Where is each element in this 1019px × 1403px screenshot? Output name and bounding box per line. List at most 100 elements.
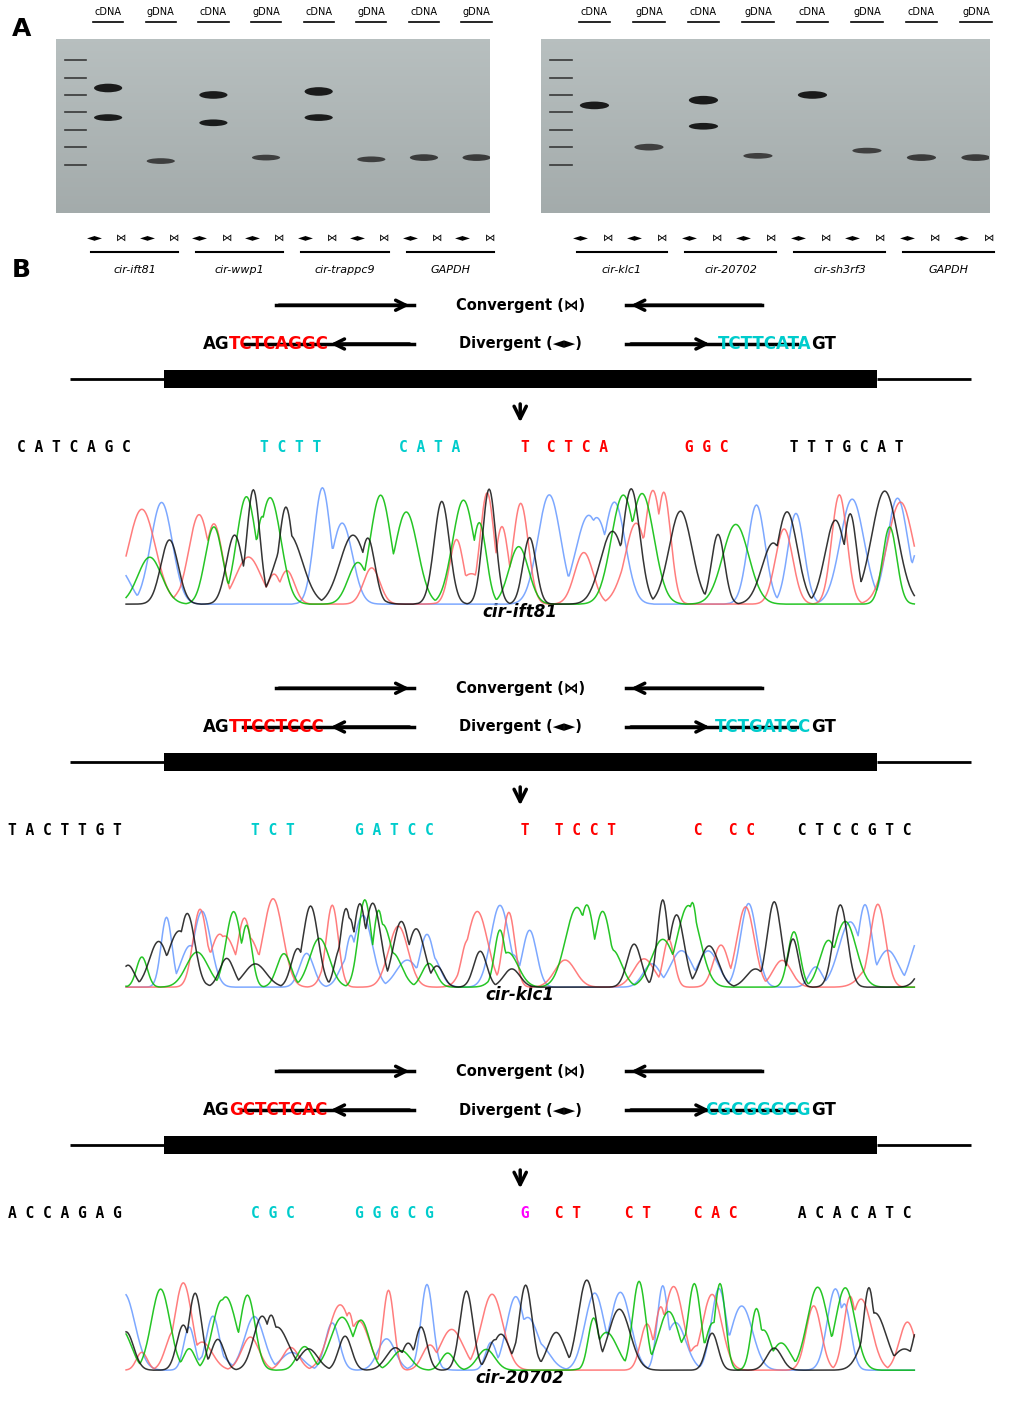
Text: TTCCTCCC: TTCCTCCC [229, 718, 325, 737]
Text: T: T [520, 439, 529, 455]
Text: C T: C T [615, 1205, 650, 1221]
Text: GAPDH: GAPDH [430, 265, 470, 275]
Text: T C T: T C T [251, 822, 304, 838]
Text: ◄►: ◄► [350, 233, 366, 243]
Ellipse shape [688, 123, 717, 129]
Ellipse shape [580, 101, 608, 109]
Text: cDNA: cDNA [305, 7, 332, 17]
Text: AG: AG [203, 718, 229, 737]
Text: Convergent (⋈): Convergent (⋈) [455, 297, 584, 313]
Text: ⋈: ⋈ [929, 233, 940, 243]
Text: ◄►: ◄► [736, 233, 752, 243]
Text: cDNA: cDNA [200, 7, 226, 17]
Ellipse shape [797, 91, 826, 98]
Text: ⋈: ⋈ [874, 233, 884, 243]
Text: GT: GT [810, 718, 836, 737]
Text: A C C A G A G: A C C A G A G [8, 1205, 130, 1221]
Text: cir-wwp1: cir-wwp1 [215, 265, 264, 275]
Text: gDNA: gDNA [463, 7, 490, 17]
Text: AG: AG [203, 335, 229, 354]
Text: ◄►: ◄► [573, 233, 588, 243]
Text: GCTCTCAC: GCTCTCAC [229, 1101, 327, 1120]
Text: cDNA: cDNA [581, 7, 607, 17]
Text: ⋈: ⋈ [273, 233, 284, 243]
Ellipse shape [743, 153, 771, 159]
Ellipse shape [305, 87, 332, 95]
Text: ⋈: ⋈ [379, 233, 389, 243]
Text: ◄►: ◄► [627, 233, 643, 243]
Text: cir-trappc9: cir-trappc9 [315, 265, 375, 275]
Ellipse shape [634, 143, 663, 150]
Text: cDNA: cDNA [689, 7, 716, 17]
Text: C: C [685, 822, 702, 838]
Ellipse shape [410, 154, 437, 161]
Text: ◄►: ◄► [245, 233, 261, 243]
Ellipse shape [357, 157, 385, 163]
Text: GAPDH: GAPDH [927, 265, 968, 275]
Text: gDNA: gDNA [635, 7, 662, 17]
Ellipse shape [961, 154, 989, 161]
Text: T T T G C A T: T T T G C A T [780, 439, 902, 455]
Text: C T: C T [546, 1205, 581, 1221]
Ellipse shape [94, 84, 122, 93]
Ellipse shape [688, 95, 717, 104]
Text: C T C C G T C: C T C C G T C [789, 822, 911, 838]
Text: ⋈: ⋈ [983, 233, 994, 243]
Text: gDNA: gDNA [743, 7, 771, 17]
Text: cir-ift81: cir-ift81 [482, 603, 557, 622]
Ellipse shape [94, 114, 122, 121]
Text: AG: AG [203, 1101, 229, 1120]
FancyBboxPatch shape [163, 370, 876, 389]
Text: cir-klc1: cir-klc1 [601, 265, 641, 275]
Text: T: T [511, 822, 529, 838]
Ellipse shape [906, 154, 935, 161]
Text: ◄►: ◄► [454, 233, 471, 243]
Text: C G C: C G C [251, 1205, 304, 1221]
Text: ◄►: ◄► [298, 233, 314, 243]
Text: ⋈: ⋈ [820, 233, 830, 243]
Text: Divergent (◄►): Divergent (◄►) [459, 720, 581, 735]
Text: ◄►: ◄► [790, 233, 806, 243]
Text: cDNA: cDNA [410, 7, 437, 17]
FancyBboxPatch shape [163, 753, 876, 772]
Ellipse shape [199, 119, 227, 126]
Text: ⋈: ⋈ [432, 233, 442, 243]
Text: ⋈: ⋈ [711, 233, 721, 243]
Text: ◄►: ◄► [403, 233, 419, 243]
Text: cir-sh3rf3: cir-sh3rf3 [812, 265, 865, 275]
Text: A C A C A T C: A C A C A T C [789, 1205, 911, 1221]
Text: CGCGGGCG: CGCGGGCG [705, 1101, 810, 1120]
Text: cir-ift81: cir-ift81 [113, 265, 156, 275]
Text: GT: GT [810, 335, 836, 354]
Text: G G G C G: G G G C G [355, 1205, 434, 1221]
Text: cir-20702: cir-20702 [703, 265, 756, 275]
Text: cDNA: cDNA [907, 7, 934, 17]
FancyBboxPatch shape [163, 1136, 876, 1155]
Ellipse shape [252, 154, 280, 160]
Ellipse shape [199, 91, 227, 98]
Text: Convergent (⋈): Convergent (⋈) [455, 1063, 584, 1079]
Text: G: G [511, 1205, 529, 1221]
Text: TCTTCATA: TCTTCATA [716, 335, 810, 354]
Text: C A T C A G C: C A T C A G C [16, 439, 140, 455]
Text: cir-klc1: cir-klc1 [485, 986, 554, 1005]
Text: T C C T: T C C T [546, 822, 615, 838]
Text: Divergent (◄►): Divergent (◄►) [459, 337, 581, 352]
Text: gDNA: gDNA [961, 7, 988, 17]
Text: ◄►: ◄► [954, 233, 969, 243]
Text: Divergent (◄►): Divergent (◄►) [459, 1103, 581, 1118]
Ellipse shape [852, 147, 880, 153]
Text: ⋈: ⋈ [221, 233, 231, 243]
Text: gDNA: gDNA [252, 7, 279, 17]
Text: cDNA: cDNA [95, 7, 121, 17]
Text: ⋈: ⋈ [168, 233, 178, 243]
Ellipse shape [305, 114, 332, 121]
Text: G A T C C: G A T C C [355, 822, 434, 838]
Text: C A T A: C A T A [398, 439, 460, 455]
Text: B: B [12, 258, 32, 282]
Text: Convergent (⋈): Convergent (⋈) [455, 680, 584, 696]
Text: cir-20702: cir-20702 [475, 1369, 565, 1388]
Text: C T C A: C T C A [537, 439, 607, 455]
Text: ⋈: ⋈ [656, 233, 667, 243]
Ellipse shape [462, 154, 490, 161]
